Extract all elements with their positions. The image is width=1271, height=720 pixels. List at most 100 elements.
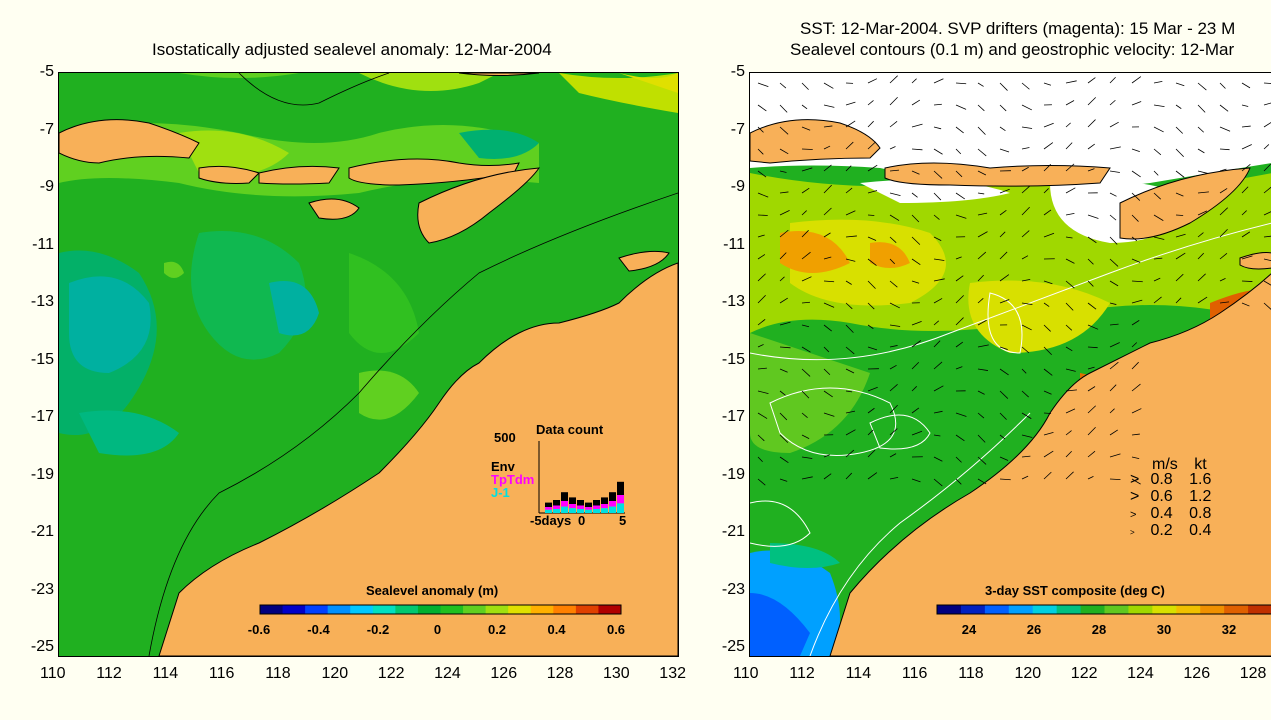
velocity-arrow — [955, 82, 967, 85]
velocity-arrow — [1087, 280, 1094, 287]
velocity-arrow — [801, 167, 813, 172]
sumbawa-island — [258, 165, 340, 185]
colorbar-tick-label: -0.4 — [307, 622, 330, 637]
velocity-arrow — [867, 258, 877, 266]
velocity-arrow — [999, 231, 1006, 238]
velocity-arrow — [779, 390, 786, 396]
velocity-arrow — [1065, 100, 1075, 106]
y-tick-label: -21 — [721, 523, 745, 540]
velocity-arrow — [955, 412, 967, 417]
velocity-arrow — [1021, 302, 1033, 306]
velocity-arrow — [1219, 188, 1228, 194]
velocity-arrow — [955, 295, 964, 304]
x-tick-label: 128 — [1239, 665, 1267, 682]
velocity-arrow — [1219, 168, 1227, 172]
velocity-arrow — [933, 192, 942, 201]
velocity-arrow — [1087, 77, 1096, 84]
x-tick-label: 116 — [901, 665, 928, 682]
velocity-arrow — [911, 280, 920, 284]
velocity-arrow — [933, 103, 942, 106]
velocity-arrow — [1241, 255, 1253, 260]
colorbar-swatch — [1032, 605, 1058, 614]
inset-bar-env — [601, 497, 608, 504]
inset-series-env: Env — [491, 459, 515, 474]
velocity-arrow — [1175, 297, 1182, 304]
velocity-arrow — [977, 319, 987, 326]
velocity-arrow — [823, 280, 835, 283]
velocity-arrow — [845, 210, 856, 216]
velocity-arrow — [801, 476, 813, 480]
velocity-arrow — [867, 302, 875, 310]
anomaly-region — [359, 370, 419, 420]
colorbar-swatch — [485, 605, 509, 614]
velocity-arrow — [867, 472, 878, 480]
velocity-arrow — [977, 170, 987, 176]
y-tick-label: -9 — [730, 178, 745, 195]
velocity-arrow — [1043, 450, 1054, 458]
velocity-arrow — [779, 276, 785, 282]
velocity-arrow — [1131, 299, 1143, 304]
legend-header-ms: m/s — [1152, 456, 1178, 473]
velocity-arrow — [1109, 453, 1121, 458]
velocity-arrow — [1197, 170, 1208, 174]
legend-ms-value: 0.8 — [1150, 471, 1173, 488]
velocity-arrow — [845, 368, 855, 374]
inset-bar-tptdm — [609, 501, 616, 507]
velocity-arrow — [1109, 236, 1118, 245]
velocity-arrow — [955, 341, 964, 348]
anomaly-region — [269, 281, 319, 336]
velocity-legend-row: > 0.6 1.2 — [1130, 488, 1211, 506]
sealevel-colorbar — [259, 604, 622, 615]
inset-bar-j1 — [545, 509, 552, 513]
inset-bar-j1 — [609, 506, 616, 513]
velocity-arrow — [933, 385, 944, 392]
velocity-arrow — [911, 320, 922, 326]
velocity-arrow — [999, 346, 1008, 350]
velocity-arrow — [1021, 126, 1033, 129]
velocity-arrow — [1131, 192, 1141, 201]
velocity-arrow — [1021, 166, 1029, 172]
velocity-arrow — [955, 104, 967, 110]
velocity-arrow — [933, 478, 943, 487]
y-tick-label: -15 — [721, 350, 745, 368]
velocity-arrow — [977, 368, 989, 371]
velocity-arrow — [889, 192, 901, 197]
velocity-arrow — [823, 368, 831, 376]
inset-bar-env — [577, 500, 584, 506]
velocity-arrow — [1219, 228, 1228, 238]
y-tick-label: -23 — [721, 580, 745, 598]
velocity-arrow — [1263, 82, 1271, 84]
velocity-legend-row: > 0.4 0.8 — [1130, 505, 1211, 523]
colorbar-tick-label: -0.2 — [366, 622, 390, 637]
velocity-arrow — [955, 148, 962, 155]
velocity-arrow — [1065, 187, 1076, 194]
velocity-arrow — [823, 104, 835, 108]
velocity-arrow — [1087, 119, 1096, 128]
velocity-arrow — [779, 229, 789, 238]
velocity-arrow — [845, 324, 854, 333]
colorbar-tick-label: 26 — [1026, 622, 1042, 637]
colorbar-tick-label: 30 — [1156, 622, 1172, 637]
left-map-title: Isostatically adjusted sealevel anomaly:… — [152, 40, 552, 59]
velocity-arrow — [1087, 97, 1096, 106]
velocity-arrow — [1263, 280, 1271, 286]
velocity-arrow — [1219, 82, 1226, 89]
velocity-arrow — [757, 148, 764, 155]
velocity-arrow — [1153, 277, 1161, 282]
right-map-title-line1: SST: 12-Mar-2004. SVP drifters (magenta)… — [800, 19, 1236, 38]
velocity-arrow — [1065, 280, 1075, 289]
velocity-arrow — [1241, 280, 1253, 282]
velocity-arrow — [999, 299, 1010, 304]
inset-bar-env — [593, 500, 600, 506]
velocity-arrow — [845, 280, 852, 285]
velocity-arrow — [757, 126, 764, 133]
velocity-arrow — [977, 274, 984, 282]
velocity-arrow — [1065, 80, 1077, 84]
velocity-arrow — [1109, 146, 1121, 150]
inset-bar-env — [609, 492, 616, 501]
x-tick-label: 132 — [659, 665, 686, 682]
velocity-arrow — [1131, 76, 1142, 84]
y-tick-label: -9 — [39, 178, 54, 195]
velocity-arrow — [1065, 346, 1073, 352]
velocity-arrow — [1197, 82, 1207, 91]
